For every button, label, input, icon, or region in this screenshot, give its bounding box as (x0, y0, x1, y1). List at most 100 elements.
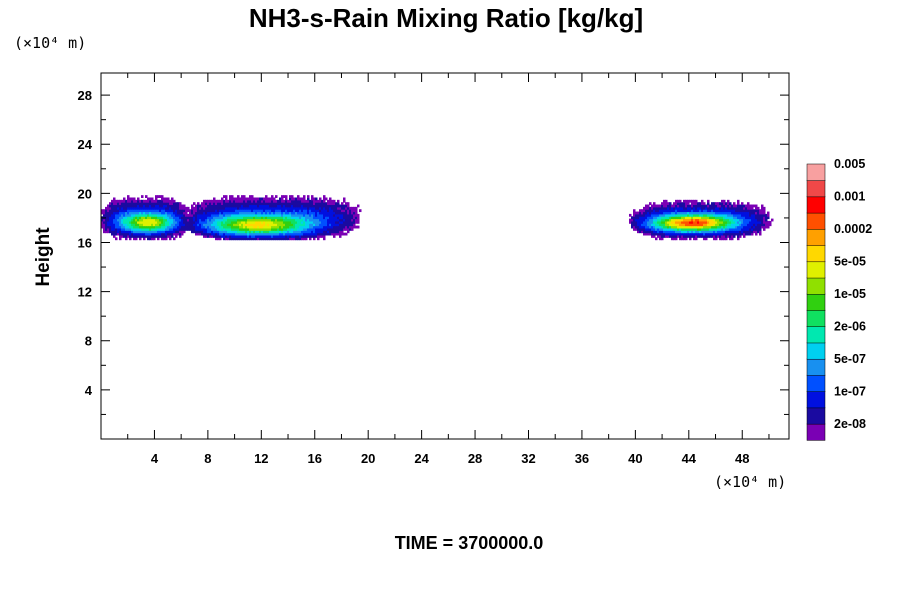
contour-cell (695, 206, 698, 210)
contour-cell (229, 213, 232, 217)
contour-cell (271, 237, 274, 241)
contour-cell (699, 227, 702, 231)
contour-cell (703, 211, 706, 215)
contour-cell (223, 225, 226, 229)
contour-cell (249, 195, 252, 198)
contour-cell (175, 202, 178, 206)
contour-cell (647, 216, 650, 220)
contour-cell (211, 225, 214, 229)
contour-cell (147, 211, 150, 215)
contour-cell (703, 225, 706, 229)
contour-cell (241, 209, 244, 213)
contour-cell (677, 199, 680, 203)
contour-cell (241, 223, 244, 227)
contour-cell (313, 227, 316, 231)
contour-cell (239, 206, 242, 210)
contour-cell (261, 225, 264, 229)
contour-cell (319, 220, 322, 224)
contour-cell (687, 206, 690, 210)
contour-cell (115, 206, 118, 210)
contour-cell (273, 227, 276, 231)
contour-cell (653, 218, 656, 222)
contour-cell (713, 211, 716, 215)
contour-cell (149, 211, 152, 215)
contour-cell (327, 220, 330, 224)
contour-cell (121, 199, 124, 203)
contour-cell (259, 216, 262, 220)
contour-cell (757, 209, 760, 213)
contour-cell (271, 216, 274, 220)
contour-cell (633, 225, 636, 229)
contour-cell (207, 218, 210, 222)
time-label: TIME = 3700000.0 (395, 533, 544, 553)
contour-cell (265, 213, 268, 217)
contour-cell (645, 206, 648, 210)
contour-cell (745, 220, 748, 224)
contour-cell (735, 204, 738, 208)
contour-cell (167, 227, 170, 231)
contour-cell (715, 230, 718, 234)
contour-cell (211, 227, 214, 231)
contour-cell (699, 211, 702, 215)
contour-cell (179, 216, 182, 220)
contour-cell (195, 209, 198, 213)
contour-cell (689, 232, 692, 236)
contour-cell (257, 199, 260, 203)
contour-cell (169, 206, 172, 210)
contour-cell (175, 225, 178, 229)
contour-cell (207, 227, 210, 231)
contour-cell (343, 209, 346, 213)
contour-cell (119, 220, 122, 224)
contour-cell (715, 220, 718, 224)
contour-cell (221, 232, 224, 236)
contour-cell (257, 223, 260, 227)
contour-cell (103, 227, 106, 231)
contour-cell (181, 227, 184, 231)
contour-cell (695, 211, 698, 215)
contour-cell (213, 197, 216, 201)
contour-cell (695, 216, 698, 220)
contour-cell (339, 213, 342, 217)
contour-cell (201, 225, 204, 229)
contour-cell (151, 211, 154, 215)
contour-cell (687, 202, 690, 206)
contour-cell (731, 211, 734, 215)
colorbar-swatch (806, 309, 826, 328)
contour-cell (155, 235, 158, 238)
contour-cell (719, 218, 722, 222)
contour-cell (673, 232, 676, 236)
contour-cell (323, 237, 326, 241)
contour-cell (337, 220, 340, 224)
contour-cell (675, 232, 678, 236)
contour-cell (241, 211, 244, 215)
contour-cell (231, 206, 234, 210)
contour-cell (193, 227, 196, 231)
contour-cell (323, 223, 326, 227)
contour-cell (165, 225, 168, 229)
contour-cell (261, 211, 264, 215)
contour-cell (147, 197, 150, 201)
contour-cell (223, 223, 226, 227)
contour-cell (111, 199, 114, 203)
contour-cell (101, 220, 104, 224)
contour-cell (649, 220, 652, 224)
contour-cell (183, 204, 186, 208)
contour-cell (653, 206, 656, 210)
contour-cell (741, 216, 744, 220)
contour-cell (227, 230, 230, 234)
contour-cell (315, 206, 318, 210)
contour-cell (661, 204, 664, 208)
contour-cell (151, 218, 154, 222)
contour-cell (715, 202, 718, 206)
contour-cell (643, 225, 646, 229)
contour-cell (267, 220, 270, 224)
contour-cell (685, 211, 688, 215)
contour-cell (213, 223, 216, 227)
contour-cell (225, 223, 228, 227)
contour-cell (137, 202, 140, 206)
contour-cell (319, 218, 322, 222)
contour-cell (267, 237, 270, 241)
contour-cell (149, 218, 152, 222)
contour-cell (669, 235, 672, 238)
contour-cell (257, 218, 260, 222)
